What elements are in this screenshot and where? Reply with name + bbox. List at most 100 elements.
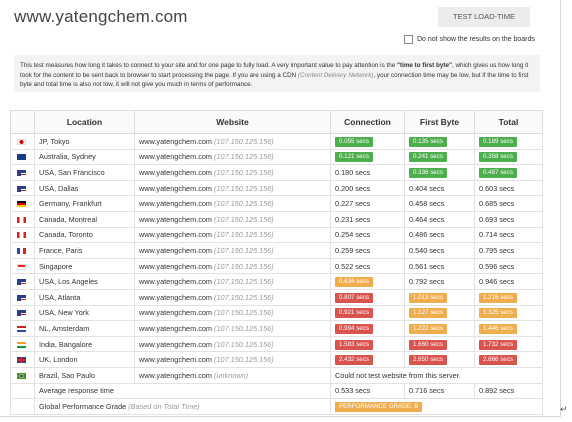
total-cell: 1.446 secs — [474, 320, 543, 337]
table-row: Germany, Frankfurt www.yatengchem.com (10… — [10, 195, 543, 212]
flag-cell — [10, 335, 35, 353]
total-cell: 0.795 secs — [474, 242, 543, 259]
us-flag-icon — [17, 185, 26, 192]
website-name: www.yatengchem.com — [139, 355, 215, 365]
connection-cell: 0.121 secs — [330, 148, 405, 166]
first-byte-cell: 0.540 secs — [404, 242, 475, 259]
website-name: www.yatengchem.com — [139, 339, 215, 349]
ip-address: (107.150.125.156) — [214, 167, 274, 177]
total-cell: 0.189 secs — [474, 133, 543, 150]
website-cell: www.yatengchem.com (107.150.125.156) — [134, 195, 331, 212]
location-cell: Australia, Sydney — [34, 148, 135, 166]
ip-address: (107.150.125.156) — [214, 339, 274, 349]
website-cell: www.yatengchem.com (107.150.125.156) — [134, 179, 331, 197]
website-name: www.yatengchem.com — [139, 167, 215, 177]
ip-address: (107.150.125.156) — [214, 136, 274, 146]
connection-cell-badge: 2.432 secs — [335, 355, 373, 366]
flag-cell — [10, 257, 35, 275]
table-row: France, Paris www.yatengchem.com (107.150… — [10, 242, 543, 259]
connection-cell: 0.200 secs — [330, 179, 405, 197]
us-flag-icon — [17, 170, 26, 177]
website-name: www.yatengchem.com — [139, 183, 215, 193]
total-cell: 0.946 secs — [474, 273, 543, 290]
test-description: This test measures how long it takes to … — [14, 55, 540, 92]
sg-flag-icon — [17, 263, 26, 270]
ip-address: (107.150.125.156) — [214, 261, 274, 271]
ip-address: (107.150.125.156) — [214, 292, 274, 302]
connection-cell: 0.921 secs — [330, 304, 405, 322]
ip-address: (107.150.125.156) — [214, 183, 274, 193]
au-flag-icon — [17, 154, 26, 161]
first-byte-cell-badge: 0.336 secs — [409, 167, 447, 178]
flag-cell — [10, 304, 35, 322]
total-cell: 0.693 secs — [474, 210, 543, 228]
flag-cell — [10, 288, 35, 306]
performance-grade-badge: PERFORMANCE GRADE: B — [335, 401, 423, 412]
website-cell: www.yatengchem.com (107.150.125.156) — [134, 288, 331, 306]
flag-cell — [10, 148, 35, 166]
website-name: www.yatengchem.com — [139, 230, 215, 240]
connection-cell: 2.432 secs — [330, 351, 405, 368]
location-cell: USA, New York — [34, 304, 135, 322]
description-text-3: , your connection time may be low, but i… — [20, 71, 529, 89]
total-cell-badge: 0.487 secs — [479, 167, 517, 178]
ip-address: (107.150.125.156) — [214, 152, 274, 162]
connection-cell-badge: 0.921 secs — [335, 308, 373, 319]
ip-address: (107.150.125.156) — [214, 355, 274, 365]
grade-row: Global Performance Grade (Based on Total… — [10, 398, 543, 415]
location-cell: Canada, Toronto — [34, 226, 135, 244]
first-byte-cell: 1.127 secs — [404, 304, 475, 322]
location-cell: Canada, Montreal — [34, 210, 135, 228]
jp-flag-icon — [17, 138, 26, 145]
flag-cell — [10, 273, 35, 290]
location-cell: USA, Atlanta — [34, 288, 135, 306]
total-cell-badge: 1.732 secs — [479, 339, 517, 350]
first-byte-cell-badge: 1.222 secs — [409, 323, 447, 334]
table-row: USA, New York www.yatengchem.com (107.150… — [10, 304, 543, 322]
test-load-time-button[interactable]: TEST LOAD-TIME — [438, 7, 530, 27]
first-byte-cell: 0.404 secs — [404, 179, 475, 197]
location-cell: Germany, Frankfurt — [34, 195, 135, 212]
location-header: Location — [34, 110, 135, 134]
results-table: Location Website Connection First Byte T… — [10, 110, 543, 415]
total-cell: 0.596 secs — [474, 257, 543, 275]
connection-cell-badge: 0.055 secs — [335, 136, 373, 147]
grade-value-cell: PERFORMANCE GRADE: B — [330, 398, 543, 415]
hide-results-checkbox[interactable] — [404, 35, 413, 44]
flag-cell — [10, 366, 35, 384]
flag-cell — [10, 164, 35, 181]
website-name: www.yatengchem.com — [139, 292, 215, 302]
total-cell: 1.325 secs — [474, 304, 543, 322]
flag-cell — [10, 320, 35, 337]
total-cell: 0.685 secs — [474, 195, 543, 212]
table-row: Canada, Montreal www.yatengchem.com (107.… — [10, 210, 543, 228]
first-byte-cell: 0.792 secs — [404, 273, 475, 290]
first-byte-cell-badge: 2.650 secs — [409, 355, 447, 366]
connection-cell: 0.259 secs — [330, 242, 405, 259]
website-name: www.yatengchem.com — [139, 323, 215, 333]
hide-results-option[interactable]: Do not show the results on the boards — [404, 35, 535, 44]
description-text-2: , which gives us how long it took for th… — [20, 62, 529, 79]
website-name: www.yatengchem.com — [139, 199, 215, 209]
ip-address: (107.150.125.156) — [214, 214, 274, 224]
br-flag-icon — [17, 372, 26, 379]
grade-label: Global Performance Grade — [39, 401, 129, 411]
ip-address: (107.150.125.156) — [214, 323, 274, 333]
first-byte-cell: 0.464 secs — [404, 210, 475, 228]
connection-cell: 0.227 secs — [330, 195, 405, 212]
table-row: Singapore www.yatengchem.com (107.150.125… — [10, 257, 543, 275]
connection-cell: 0.254 secs — [330, 226, 405, 244]
website-name: www.yatengchem.com — [139, 261, 215, 271]
fr-flag-icon — [17, 248, 26, 255]
table-row: USA, Los Angeles www.yatengchem.com (107.… — [10, 273, 543, 290]
website-header: Website — [134, 110, 331, 134]
connection-cell: 0.231 secs — [330, 210, 405, 228]
total-cell: 1.732 secs — [474, 335, 543, 353]
website-name: www.yatengchem.com — [139, 308, 215, 318]
de-flag-icon — [17, 201, 26, 208]
average-first-byte: 0.716 secs — [404, 382, 475, 400]
first-byte-cell-badge: 1.013 secs — [409, 292, 447, 303]
total-cell-badge: 1.325 secs — [479, 308, 517, 319]
connection-cell-badge: 0.121 secs — [335, 152, 373, 163]
ca-flag-icon — [17, 232, 26, 239]
